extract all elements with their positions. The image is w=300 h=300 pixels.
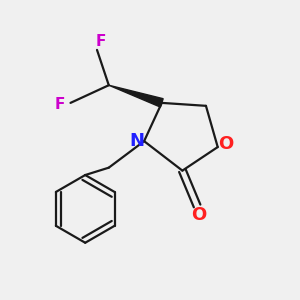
Polygon shape bbox=[109, 85, 163, 107]
Text: F: F bbox=[95, 34, 106, 49]
Text: O: O bbox=[218, 135, 234, 153]
Text: F: F bbox=[55, 97, 65, 112]
Text: O: O bbox=[191, 206, 206, 224]
Text: N: N bbox=[129, 132, 144, 150]
